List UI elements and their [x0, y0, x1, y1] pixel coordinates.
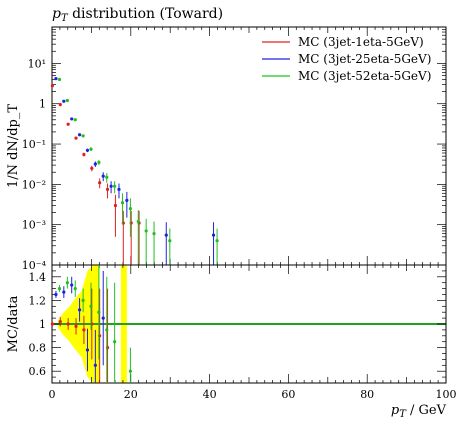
data-point-2 — [70, 117, 74, 121]
ratio-point-1 — [74, 324, 78, 328]
xlabel-part-var: p — [391, 403, 400, 418]
ratio-point-2 — [62, 290, 66, 294]
data-point-3 — [73, 118, 77, 122]
data-point-2 — [77, 133, 82, 137]
y-tick-label-main: 10¹ — [28, 57, 46, 70]
ratio-point-3 — [65, 281, 69, 285]
data-point-2 — [164, 233, 168, 237]
xlabel-part-sub: T — [399, 409, 407, 420]
ratio-point-2 — [70, 283, 74, 287]
data-point-2 — [101, 174, 105, 178]
data-point-3 — [81, 134, 85, 138]
main-panel — [50, 26, 447, 266]
data-point-2 — [62, 99, 66, 103]
ratio-point-3 — [97, 310, 101, 314]
data-point-1 — [50, 84, 54, 88]
data-point-3 — [65, 98, 69, 103]
ratio-point-1 — [82, 328, 86, 332]
y-tick-label-main: 10⁻² — [22, 178, 46, 191]
x-tick-label: 60 — [281, 388, 295, 401]
data-point-3 — [120, 201, 125, 205]
data-point-3 — [89, 147, 93, 151]
y-tick-label-ratio: 1.4 — [29, 271, 47, 284]
x-tick-label: 80 — [360, 388, 374, 401]
data-point-3 — [128, 207, 133, 211]
title-part-rest: distribution (Toward) — [68, 6, 223, 22]
data-point-3 — [168, 239, 172, 243]
y-tick-label-main: 10⁻¹ — [22, 138, 46, 151]
data-point-1 — [113, 203, 118, 208]
ratio-point-2 — [85, 348, 90, 352]
ratio-point-3 — [57, 287, 62, 291]
data-point-2 — [117, 187, 121, 192]
ratio-point-1 — [66, 322, 70, 326]
data-point-3 — [152, 232, 156, 236]
ratio-point-3 — [81, 298, 85, 302]
y-tick-label-main: 10⁻³ — [22, 219, 46, 232]
y-tick-label-ratio: 0.8 — [29, 342, 47, 355]
ratio-point-3 — [128, 369, 133, 373]
data-point-3 — [215, 239, 219, 243]
data-point-1 — [66, 122, 70, 126]
x-tick-label: 20 — [124, 388, 138, 401]
data-point-3 — [57, 77, 62, 82]
y-axis-label-ratio: MC/data — [6, 295, 21, 352]
title-part-sub: T — [61, 13, 69, 24]
data-point-3 — [113, 184, 117, 188]
ratio-point-3 — [73, 287, 77, 291]
y-axis-label-main: 1/N dN/dp_T — [6, 104, 21, 188]
y-tick-label-ratio: 0.6 — [29, 365, 47, 378]
data-point-1 — [74, 136, 78, 140]
data-point-1 — [105, 187, 110, 192]
data-point-3 — [105, 175, 109, 179]
legend-label-2: MC (3jet-25eta-5GeV) — [298, 52, 431, 66]
ratio-point-1 — [58, 320, 62, 324]
ratio-panel — [50, 264, 447, 384]
ratio-point-2 — [93, 363, 97, 367]
data-point-2 — [54, 77, 58, 81]
y-tick-label-ratio: 1 — [39, 318, 46, 331]
chart-title: pT distribution (Toward) — [52, 6, 223, 24]
data-point-1 — [98, 181, 102, 185]
y-tick-label-main: 1 — [39, 98, 46, 111]
data-point-2 — [109, 184, 113, 188]
data-point-2 — [93, 162, 97, 166]
legend: MC (3jet-1eta-5GeV) MC (3jet-25eta-5GeV) M… — [262, 35, 431, 83]
data-point-3 — [136, 219, 140, 224]
ratio-point-2 — [54, 292, 58, 297]
x-tick-label: 100 — [436, 388, 457, 401]
data-point-2 — [125, 198, 129, 203]
legend-label-1: MC (3jet-1eta-5GeV) — [298, 35, 424, 49]
data-point-1 — [82, 152, 86, 157]
legend-label-3: MC (3jet-52eta-5GeV) — [298, 69, 431, 83]
ratio-point-3 — [105, 328, 109, 332]
x-tick-label: 40 — [203, 388, 217, 401]
data-point-3 — [97, 160, 101, 165]
ratio-point-3 — [89, 304, 93, 308]
data-point-2 — [211, 233, 216, 237]
x-axis-label: pT / GeV — [391, 403, 447, 420]
y-tick-label-ratio: 1.2 — [29, 294, 47, 307]
data-point-3 — [144, 229, 148, 233]
data-point-2 — [85, 148, 90, 152]
x-tick-label: 0 — [49, 388, 56, 401]
data-point-1 — [58, 103, 62, 107]
ratio-point-3 — [113, 340, 117, 344]
y-tick-label-main: 10⁻⁴ — [22, 259, 47, 272]
xlabel-part-rest: / GeV — [406, 403, 447, 418]
title-part-var: p — [52, 6, 61, 22]
ratio-point-1 — [50, 322, 54, 326]
ratio-point-2 — [101, 316, 105, 320]
ratio-point-2 — [77, 308, 82, 312]
data-point-1 — [90, 166, 94, 170]
